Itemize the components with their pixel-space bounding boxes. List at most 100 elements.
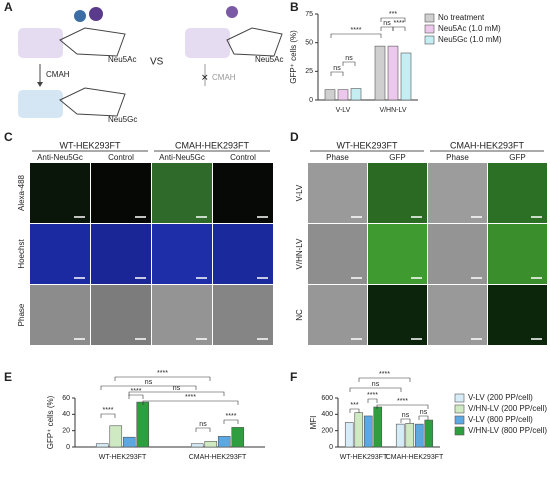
- significance: ****: [367, 392, 378, 399]
- x-tick-label: V-LV: [336, 107, 351, 114]
- significance: ***: [389, 11, 397, 18]
- micrograph: [428, 224, 487, 284]
- bracket: [100, 385, 197, 390]
- bar: [350, 88, 362, 101]
- sugar-ring: [59, 27, 126, 57]
- significance: ns: [145, 379, 153, 386]
- bracket: [358, 377, 411, 382]
- bar: [344, 422, 354, 448]
- micrograph: [488, 285, 547, 345]
- significance: ****: [103, 407, 114, 414]
- label: VS: [150, 57, 164, 68]
- y-tick-label: 200: [321, 428, 333, 435]
- bar: [95, 443, 109, 448]
- significance: ****: [397, 398, 408, 405]
- micrograph: [488, 224, 547, 284]
- significance: ns: [402, 412, 410, 419]
- bar: [204, 440, 218, 448]
- bracket: [376, 404, 429, 409]
- sugar-ring: [59, 87, 126, 117]
- column-header: Phase: [446, 153, 469, 162]
- legend-swatch: [424, 24, 435, 34]
- micrograph: [308, 285, 367, 345]
- group-header: CMAH-HEK293FT: [175, 140, 250, 150]
- micrograph: [213, 163, 273, 223]
- bracket: [142, 400, 239, 405]
- bracket: [223, 419, 239, 424]
- row-label: V/HN-LV: [295, 238, 304, 270]
- y-axis-label: GFP⁺ cells (%): [46, 395, 55, 449]
- bracket: [128, 394, 144, 399]
- bracket: [367, 398, 378, 403]
- row-label: Phase: [17, 303, 26, 326]
- micrograph: [30, 224, 90, 284]
- y-tick-label: 25: [305, 68, 313, 75]
- column-header: Anti-Neu5Gc: [159, 153, 205, 162]
- significance: ns: [173, 385, 181, 392]
- significance: ns: [420, 409, 428, 416]
- micrograph: [30, 285, 90, 345]
- micrograph: [152, 224, 212, 284]
- legend-swatch: [454, 426, 465, 436]
- panel-label: F: [290, 370, 297, 384]
- micrograph: [91, 224, 151, 284]
- micrograph: [368, 163, 427, 223]
- micrograph: [91, 285, 151, 345]
- legend-swatch: [424, 13, 435, 23]
- label: CMAH: [46, 70, 70, 79]
- legend-swatch: [424, 35, 435, 45]
- bar: [363, 415, 373, 448]
- legend-label: V/HN-LV (200 PP/cell): [468, 404, 547, 413]
- bracket: [380, 26, 394, 31]
- panel-label: D: [290, 130, 299, 144]
- neu5ac-highlight: [18, 28, 63, 58]
- micrograph: [428, 285, 487, 345]
- bracket: [100, 413, 116, 418]
- diagram-a: Neu5Ac CMAH Neu5Gc VS Neu5Ac ✕ CMAH: [18, 6, 283, 124]
- bracket: [380, 17, 406, 22]
- significance: ns: [345, 55, 353, 62]
- label: Neu5Ac: [255, 55, 283, 64]
- micrograph: [428, 163, 487, 223]
- y-tick-label: 0: [309, 97, 313, 104]
- significance: ****: [157, 370, 168, 377]
- y-tick-label: 50: [305, 40, 313, 47]
- cross: ✕: [201, 72, 209, 82]
- legend-label: Neu5Ac (1.0 mM): [438, 24, 501, 33]
- legend-swatch: [454, 415, 465, 425]
- x-tick-label: WT-HEK293FT: [340, 454, 388, 461]
- bracket: [330, 71, 344, 76]
- bar: [217, 436, 231, 448]
- column-header: GFP: [389, 153, 405, 162]
- significance: ns: [199, 421, 207, 428]
- x-tick-label: V/HN-LV: [379, 107, 406, 114]
- legend-swatch: [454, 404, 465, 414]
- bar: [414, 423, 424, 448]
- icon: [226, 6, 238, 18]
- arrowhead: [37, 82, 43, 87]
- bar: [400, 52, 412, 101]
- significance: ***: [350, 402, 358, 409]
- neu5ac-highlight: [185, 28, 230, 58]
- row-label: Alexa-488: [17, 174, 26, 211]
- label: Neu5Gc: [108, 115, 137, 124]
- bracket: [114, 376, 211, 381]
- micrograph: [488, 163, 547, 223]
- micrograph: [368, 224, 427, 284]
- column-header: GFP: [509, 153, 525, 162]
- y-axis-label: GFP⁺ cells (%): [289, 30, 298, 84]
- bar: [374, 45, 386, 101]
- bar: [190, 443, 204, 448]
- bracket: [349, 387, 402, 392]
- bar: [324, 89, 336, 101]
- bracket: [128, 391, 225, 396]
- bar: [387, 45, 399, 101]
- neu5gc-highlight: [18, 90, 63, 118]
- bar: [405, 423, 415, 448]
- column-header: Control: [230, 153, 256, 162]
- micrograph: [30, 163, 90, 223]
- x-tick-label: CMAH-HEK293FT: [189, 454, 247, 461]
- micrograph: [368, 285, 427, 345]
- y-tick-label: 0: [66, 444, 70, 451]
